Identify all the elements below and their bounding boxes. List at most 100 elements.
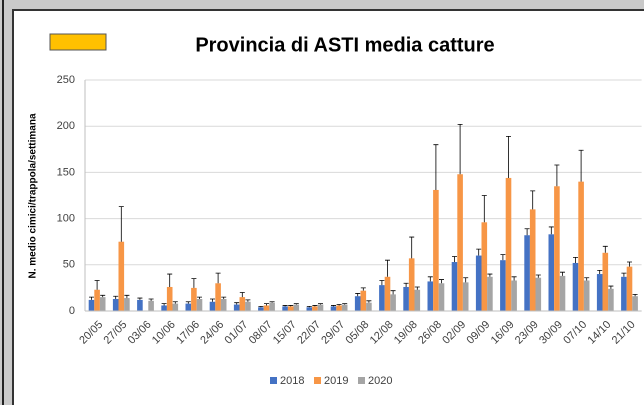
y-tick-label: 250 bbox=[57, 74, 75, 86]
legend-swatch bbox=[270, 377, 277, 384]
bar bbox=[220, 298, 227, 311]
error-bar bbox=[221, 296, 227, 299]
bar bbox=[99, 297, 106, 311]
bar bbox=[384, 276, 391, 311]
bar bbox=[427, 281, 434, 311]
error-bar bbox=[89, 296, 94, 300]
error-bar bbox=[463, 277, 469, 283]
error-bar bbox=[452, 256, 457, 263]
error-bar bbox=[385, 259, 390, 277]
bar bbox=[269, 302, 275, 311]
bar bbox=[161, 305, 167, 311]
error-bar bbox=[433, 144, 439, 190]
error-bar bbox=[210, 298, 215, 302]
error-bar bbox=[288, 305, 294, 307]
bar bbox=[572, 262, 579, 311]
error-bar bbox=[234, 302, 240, 305]
y-tick-label: 100 bbox=[57, 213, 75, 225]
error-bar bbox=[215, 272, 221, 284]
error-bar bbox=[487, 273, 493, 277]
error-bar bbox=[342, 303, 348, 305]
error-bar bbox=[414, 286, 420, 290]
error-bar bbox=[269, 301, 275, 303]
plot-panel bbox=[12, 9, 644, 405]
error-bar bbox=[264, 303, 269, 306]
error-bar bbox=[584, 277, 590, 281]
bar bbox=[282, 306, 288, 311]
bar bbox=[94, 289, 100, 311]
legend-swatch bbox=[358, 377, 365, 384]
y-tick-label: 150 bbox=[57, 166, 75, 178]
bar bbox=[330, 306, 337, 311]
bar bbox=[596, 274, 603, 311]
error-bar bbox=[548, 226, 554, 235]
bar bbox=[287, 306, 294, 311]
error-bar bbox=[191, 278, 197, 288]
bar bbox=[148, 300, 154, 311]
y-tick-label: 0 bbox=[69, 305, 75, 317]
legend-swatch bbox=[314, 377, 321, 384]
error-bar bbox=[113, 295, 119, 299]
bar bbox=[336, 305, 342, 311]
error-bar bbox=[573, 257, 578, 263]
bar bbox=[462, 282, 469, 311]
error-bar bbox=[608, 285, 614, 289]
bar bbox=[379, 285, 385, 311]
bar bbox=[487, 276, 493, 311]
error-bar bbox=[554, 164, 560, 187]
error-bar bbox=[239, 292, 245, 298]
bar bbox=[524, 235, 530, 311]
error-bar bbox=[124, 294, 130, 299]
bar bbox=[559, 275, 566, 311]
chart-title: Provincia di ASTI media catture bbox=[195, 34, 494, 56]
bar bbox=[583, 280, 590, 311]
bar bbox=[233, 304, 240, 311]
error-bar bbox=[306, 305, 312, 308]
bar bbox=[239, 297, 246, 311]
error-bar bbox=[360, 287, 366, 291]
error-bar bbox=[167, 273, 173, 287]
error-bar bbox=[100, 294, 106, 298]
error-bar bbox=[560, 271, 565, 276]
error-bar bbox=[530, 190, 536, 210]
error-bar bbox=[535, 274, 541, 278]
bar bbox=[263, 305, 270, 311]
error-bar bbox=[602, 245, 608, 253]
bar bbox=[366, 302, 372, 311]
legend-box bbox=[49, 33, 107, 51]
error-bar bbox=[172, 301, 178, 304]
bar bbox=[500, 260, 506, 311]
bar bbox=[258, 307, 264, 311]
error-bar bbox=[185, 301, 191, 304]
bar bbox=[137, 299, 143, 311]
error-bar bbox=[632, 293, 638, 297]
error-bar bbox=[409, 236, 415, 259]
error-bar bbox=[403, 282, 409, 287]
bar bbox=[354, 296, 361, 311]
bar bbox=[602, 252, 609, 311]
error-bar bbox=[578, 149, 584, 182]
error-bar bbox=[245, 299, 251, 302]
bar bbox=[529, 209, 536, 311]
bar bbox=[312, 306, 318, 311]
bar bbox=[341, 304, 348, 311]
y-tick-label: 200 bbox=[57, 120, 75, 132]
legend-label: 2018 bbox=[280, 375, 304, 387]
bar bbox=[608, 288, 614, 311]
y-axis-title: N. medio cimici/trappola/settimana bbox=[28, 113, 39, 278]
bar bbox=[88, 299, 95, 311]
error-bar bbox=[379, 280, 385, 286]
bar bbox=[433, 189, 439, 311]
error-bar bbox=[366, 300, 372, 303]
error-bar bbox=[355, 293, 361, 297]
error-bar bbox=[427, 276, 433, 282]
bar bbox=[457, 174, 463, 311]
error-bar bbox=[524, 228, 530, 236]
error-bar bbox=[293, 303, 299, 305]
bar bbox=[438, 283, 445, 311]
bar bbox=[124, 298, 130, 311]
error-bar bbox=[506, 135, 511, 178]
bar bbox=[245, 301, 251, 311]
